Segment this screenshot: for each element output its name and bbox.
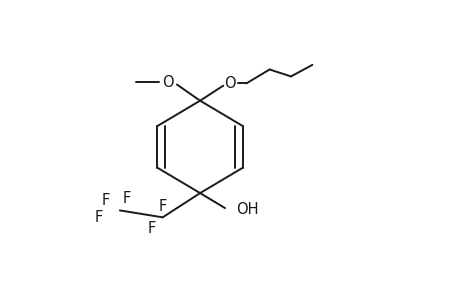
Text: F: F [94,210,102,225]
Text: F: F [123,191,131,206]
Text: OH: OH [235,202,257,217]
Text: F: F [147,221,156,236]
Text: F: F [158,200,167,214]
Text: O: O [224,76,236,91]
Text: O: O [162,75,174,90]
Text: F: F [101,193,110,208]
